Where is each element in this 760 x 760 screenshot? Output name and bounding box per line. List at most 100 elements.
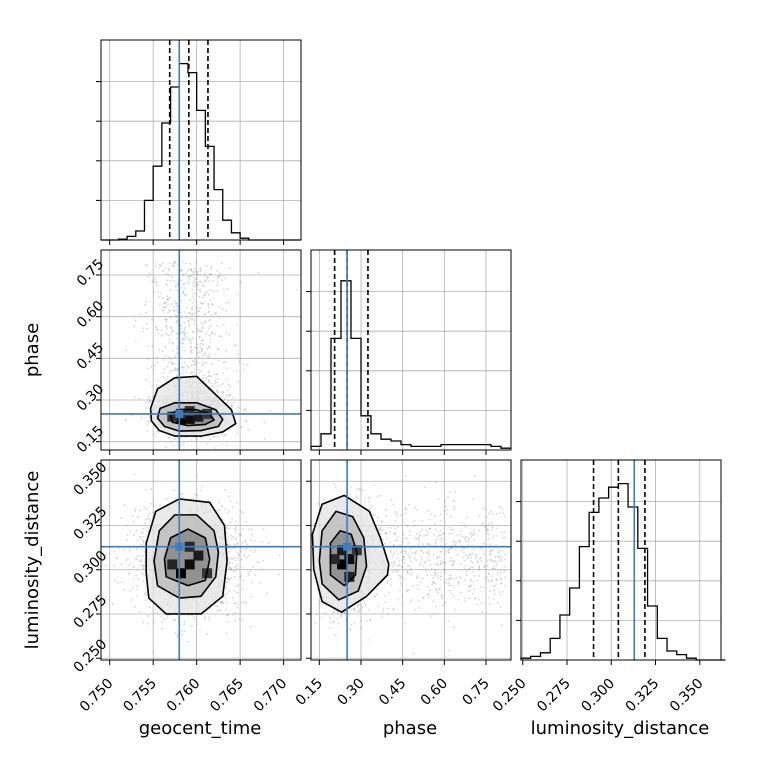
sample-point xyxy=(156,326,158,329)
sample-point xyxy=(214,379,217,382)
sample-point xyxy=(398,560,401,562)
sample-point xyxy=(165,332,167,335)
sample-point xyxy=(130,598,133,601)
sample-point xyxy=(171,309,174,312)
sample-point xyxy=(459,591,462,594)
sample-point xyxy=(337,622,340,625)
sample-point xyxy=(156,356,159,358)
sample-point xyxy=(231,404,233,406)
sample-point xyxy=(296,289,299,291)
sample-point xyxy=(426,574,428,577)
sample-point xyxy=(471,561,474,564)
sample-point xyxy=(189,274,192,277)
sample-point xyxy=(478,557,481,560)
sample-point xyxy=(449,577,451,580)
sample-point xyxy=(455,576,457,579)
sample-point xyxy=(254,574,257,577)
sample-point xyxy=(386,580,389,583)
sample-point xyxy=(192,374,194,377)
sample-point xyxy=(423,535,425,537)
sample-point xyxy=(140,548,143,551)
sample-point xyxy=(224,488,227,491)
sample-point xyxy=(442,604,445,606)
sample-point xyxy=(245,547,248,550)
sample-point xyxy=(226,527,229,530)
sample-point xyxy=(407,553,409,556)
sample-point xyxy=(141,539,144,542)
sample-point xyxy=(191,305,194,308)
sample-point xyxy=(161,372,164,375)
sample-point xyxy=(161,297,164,300)
sample-point xyxy=(425,570,428,573)
sample-point xyxy=(193,360,195,363)
sample-point xyxy=(194,292,197,295)
sample-point xyxy=(192,276,195,279)
sample-point xyxy=(221,505,224,507)
sample-point xyxy=(403,562,406,565)
sample-point xyxy=(225,350,228,352)
sample-point xyxy=(463,524,466,527)
sample-point xyxy=(197,368,200,371)
sample-point xyxy=(470,578,473,581)
sample-point xyxy=(171,265,174,267)
sample-point xyxy=(202,354,205,357)
sample-point xyxy=(133,606,136,608)
sample-point xyxy=(166,616,169,619)
sample-point xyxy=(202,352,205,355)
sample-point xyxy=(184,293,187,296)
sample-point xyxy=(493,593,496,595)
sample-point xyxy=(249,549,252,552)
sample-point xyxy=(373,595,376,598)
sample-point xyxy=(230,405,233,407)
sample-point xyxy=(493,589,496,592)
sample-point xyxy=(132,521,135,523)
sample-point xyxy=(203,302,206,305)
sample-point xyxy=(144,522,146,525)
sample-point xyxy=(389,549,392,552)
sample-point xyxy=(168,269,170,272)
sample-point xyxy=(408,555,411,558)
sample-point xyxy=(229,557,232,559)
panel-border xyxy=(310,249,512,451)
sample-point xyxy=(396,565,398,568)
sample-point xyxy=(453,499,455,502)
sample-point xyxy=(476,603,479,606)
sample-point xyxy=(243,409,246,411)
sample-point xyxy=(226,539,229,542)
sample-point xyxy=(495,564,498,566)
sample-point xyxy=(166,376,169,378)
sample-point xyxy=(256,560,259,563)
sample-point xyxy=(171,362,174,365)
sample-point xyxy=(359,488,361,490)
sample-point xyxy=(164,283,167,285)
sample-point xyxy=(194,363,196,366)
sample-point xyxy=(174,618,176,621)
sample-point xyxy=(202,322,205,325)
sample-point xyxy=(165,325,168,328)
sample-point xyxy=(188,312,191,314)
sample-point xyxy=(489,550,492,553)
sample-point xyxy=(149,400,151,402)
sample-point xyxy=(161,350,164,353)
sample-point xyxy=(364,497,367,500)
sample-point xyxy=(183,287,186,290)
sample-point xyxy=(420,555,423,558)
sample-point xyxy=(360,619,362,622)
sample-point xyxy=(384,508,387,511)
sample-point xyxy=(447,551,450,554)
sample-point xyxy=(217,359,220,362)
sample-point xyxy=(198,296,201,298)
sample-point xyxy=(173,260,176,263)
sample-point xyxy=(171,361,174,364)
sample-point xyxy=(148,272,151,274)
sample-point xyxy=(216,281,219,283)
sample-point xyxy=(201,281,204,284)
sample-point xyxy=(243,601,246,603)
sample-point xyxy=(453,561,456,564)
sample-point xyxy=(176,283,179,286)
sample-point xyxy=(242,579,245,582)
sample-point xyxy=(165,318,168,321)
sample-point xyxy=(460,549,463,552)
sample-point xyxy=(238,533,241,536)
sample-point xyxy=(216,381,219,384)
